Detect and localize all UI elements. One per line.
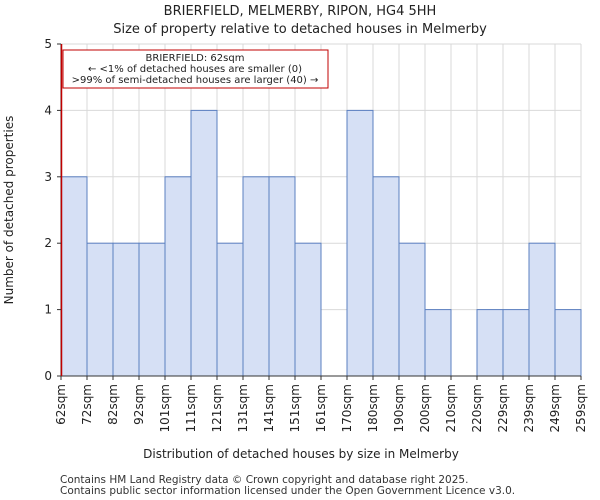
x-tick-label: 161sqm [314, 384, 328, 432]
bar [398, 242, 426, 377]
footer-line-2: Contains public sector information licen… [60, 485, 516, 497]
bar [60, 176, 88, 377]
bar [294, 242, 322, 377]
y-tick-label: 5 [44, 37, 52, 51]
bar [86, 242, 114, 377]
y-tick-label: 4 [44, 103, 52, 117]
x-tick-label: 229sqm [496, 384, 510, 432]
y-tick-label: 0 [44, 369, 52, 383]
x-tick-label: 131sqm [236, 384, 250, 432]
y-axis-title: Number of detached properties [2, 116, 16, 305]
x-tick-label: 62sqm [54, 384, 68, 425]
y-tick-label: 1 [44, 303, 52, 317]
bar [346, 109, 374, 377]
bar [372, 176, 400, 377]
annotation-line-1: BRIERFIELD: 62sqm [146, 53, 245, 64]
footer-line-1: Contains HM Land Registry data © Crown c… [60, 474, 469, 486]
x-tick-label: 200sqm [418, 384, 432, 432]
x-tick-label: 249sqm [548, 384, 562, 432]
bar [190, 109, 218, 377]
x-axis-title: Distribution of detached houses by size … [143, 447, 459, 461]
x-tick-label: 259sqm [574, 384, 588, 432]
annotation-box [62, 49, 329, 89]
x-tick-label: 141sqm [262, 384, 276, 432]
x-tick-label: 220sqm [470, 384, 484, 432]
bar [164, 176, 192, 377]
bar [502, 309, 530, 377]
x-tick-label: 239sqm [522, 384, 536, 432]
annotation-line-3: >99% of semi-detached houses are larger … [72, 75, 319, 86]
bar [554, 309, 582, 377]
x-tick-label: 170sqm [340, 384, 354, 432]
bar [268, 176, 296, 377]
y-tick-label: 3 [44, 170, 52, 184]
x-tick-label: 210sqm [444, 384, 458, 432]
bar [242, 176, 270, 377]
bar [528, 242, 556, 377]
x-tick-label: 151sqm [288, 384, 302, 432]
x-tick-label: 92sqm [132, 384, 146, 425]
x-tick-label: 82sqm [106, 384, 120, 425]
x-tick-label: 121sqm [210, 384, 224, 432]
bar [424, 309, 452, 377]
y-tick-label: 2 [44, 236, 52, 250]
x-tick-label: 180sqm [366, 384, 380, 432]
x-tick-label: 111sqm [184, 384, 198, 432]
chart-subtitle: Size of property relative to detached ho… [113, 22, 487, 37]
bar [138, 242, 166, 377]
annotation-line-2: ← <1% of detached houses are smaller (0) [88, 64, 302, 75]
bar [112, 242, 140, 377]
x-tick-label: 101sqm [158, 384, 172, 432]
bar [476, 309, 504, 377]
chart-title: BRIERFIELD, MELMERBY, RIPON, HG4 5HH [163, 4, 437, 19]
x-tick-label: 190sqm [392, 384, 406, 432]
x-tick-label: 72sqm [80, 384, 94, 425]
bar [216, 242, 244, 377]
